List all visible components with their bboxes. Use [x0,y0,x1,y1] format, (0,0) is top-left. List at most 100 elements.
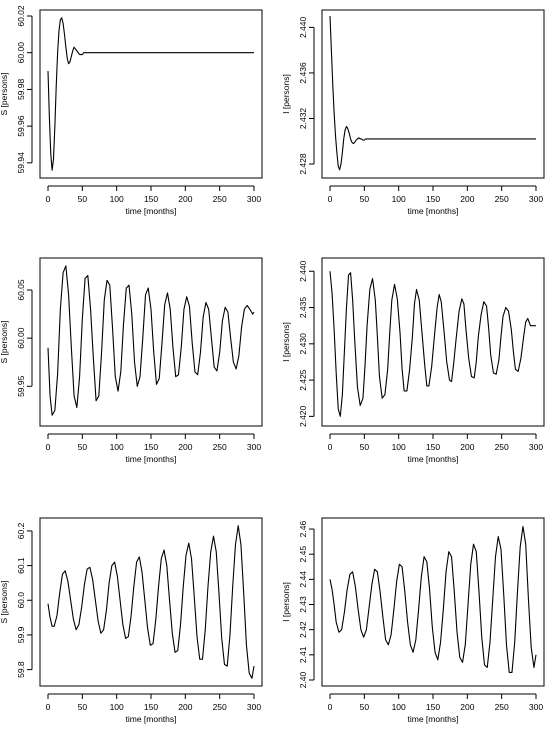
x-tick-label: 0 [328,194,333,204]
y-tick-label: 59.94 [16,152,26,174]
y-tick-label: 2.43 [298,596,308,613]
x-tick-label: 0 [328,442,333,452]
series-line [329,271,536,417]
y-tick-label: 2.41 [298,646,308,663]
x-tick-label: 250 [213,702,227,712]
panel-6: 0 50 100 150 200 250 300 time [months] 2.40 2.41 2… [281,517,545,724]
x-tick-label: 150 [426,194,440,204]
x-tick-label: 100 [110,194,124,204]
x-axis-label: time [months] [125,206,176,216]
y-tick-label: 59.98 [16,79,26,101]
x-tick-label: 150 [144,442,158,452]
series-line [329,525,537,674]
plot-frame [39,517,263,687]
x-tick-label: 50 [360,194,370,204]
y-tick-label: 60.1 [16,557,26,574]
x-axis-label: time [months] [407,206,458,216]
y-tick-label: 2.440 [298,260,308,282]
panel-5: 0 50 100 150 200 250 300 time [months] 59.8 59.9 6… [0,517,263,724]
x-tick-label: 250 [213,194,227,204]
x-tick-label: 150 [426,442,440,452]
x-tick-label: 300 [247,442,261,452]
x-tick-label: 100 [392,194,406,204]
y-tick-label: 2.430 [298,333,308,355]
x-tick-label: 50 [360,702,370,712]
x-tick-label: 200 [178,702,192,712]
x-tick-label: 50 [78,194,88,204]
y-axis-label: S [persons] [0,321,9,364]
x-tick-label: 50 [78,442,88,452]
y-axis-label: S [persons] [0,73,9,116]
x-tick-label: 100 [110,702,124,712]
y-axis-label: I [persons] [281,322,291,362]
panel-3: 0 50 100 150 200 250 300 time [months] 59.95 60.0… [0,257,263,464]
x-tick-label: 200 [460,194,474,204]
x-axis-label: time [months] [407,454,458,464]
series-line [47,17,254,171]
y-tick-label: 2.425 [298,369,308,391]
plot-frame [321,517,545,687]
panel-1: 0 50 100 150 200 250 300 time [months] 59.94 59.9… [0,5,263,216]
plot-frame [321,9,545,179]
series-line [329,15,536,171]
y-tick-label: 60.00 [16,327,26,349]
y-axis-label: I [persons] [281,582,291,622]
y-tick-label: 2.42 [298,621,308,638]
series-line [47,525,255,679]
y-tick-label: 2.420 [298,405,308,427]
x-axis-label: time [months] [125,714,176,724]
x-tick-label: 250 [213,442,227,452]
x-tick-label: 200 [460,702,474,712]
y-tick-label: 59.95 [16,375,26,397]
x-tick-label: 150 [426,702,440,712]
panel-4: 0 50 100 150 200 250 300 time [months] 2.420 2.42… [281,257,545,464]
x-tick-label: 250 [495,702,509,712]
x-tick-label: 100 [392,442,406,452]
y-tick-label: 2.46 [298,520,308,537]
x-tick-label: 0 [46,442,51,452]
plot-frame [39,257,263,427]
panel-2: 0 50 100 150 200 250 300 time [months] 2.428 2.43… [281,9,545,216]
x-tick-label: 150 [144,194,158,204]
x-tick-label: 300 [529,194,543,204]
x-tick-label: 0 [46,194,51,204]
x-tick-label: 0 [328,702,333,712]
y-tick-label: 2.440 [298,16,308,38]
x-tick-label: 50 [78,702,88,712]
x-tick-label: 300 [529,442,543,452]
y-tick-label: 59.8 [16,661,26,678]
x-tick-label: 100 [110,442,124,452]
y-tick-label: 60.0 [16,592,26,609]
y-tick-label: 60.00 [16,42,26,64]
x-tick-label: 200 [178,194,192,204]
y-tick-label: 2.44 [298,571,308,588]
y-tick-label: 59.9 [16,626,26,643]
y-tick-label: 60.05 [16,279,26,301]
x-axis-label: time [months] [407,714,458,724]
x-tick-label: 100 [392,702,406,712]
x-tick-label: 50 [360,442,370,452]
y-axis-label: S [persons] [0,581,9,624]
y-tick-label: 59.96 [16,115,26,137]
y-tick-label: 2.40 [298,671,308,688]
x-tick-label: 300 [247,702,261,712]
x-axis-label: time [months] [125,454,176,464]
plot-frame [321,257,545,427]
x-tick-label: 200 [460,442,474,452]
x-tick-label: 150 [144,702,158,712]
y-tick-label: 2.428 [298,153,308,175]
x-tick-label: 250 [495,194,509,204]
y-tick-label: 2.436 [298,62,308,84]
x-tick-label: 250 [495,442,509,452]
x-tick-label: 300 [247,194,261,204]
y-tick-label: 60.02 [16,5,26,27]
y-tick-label: 2.435 [298,297,308,319]
series-line [47,265,255,416]
y-tick-label: 60.2 [16,522,26,539]
y-tick-label: 2.432 [298,108,308,130]
y-axis-label: I [persons] [281,74,291,114]
x-tick-label: 0 [46,702,51,712]
plot-frame [39,9,263,179]
y-tick-label: 2.45 [298,546,308,563]
